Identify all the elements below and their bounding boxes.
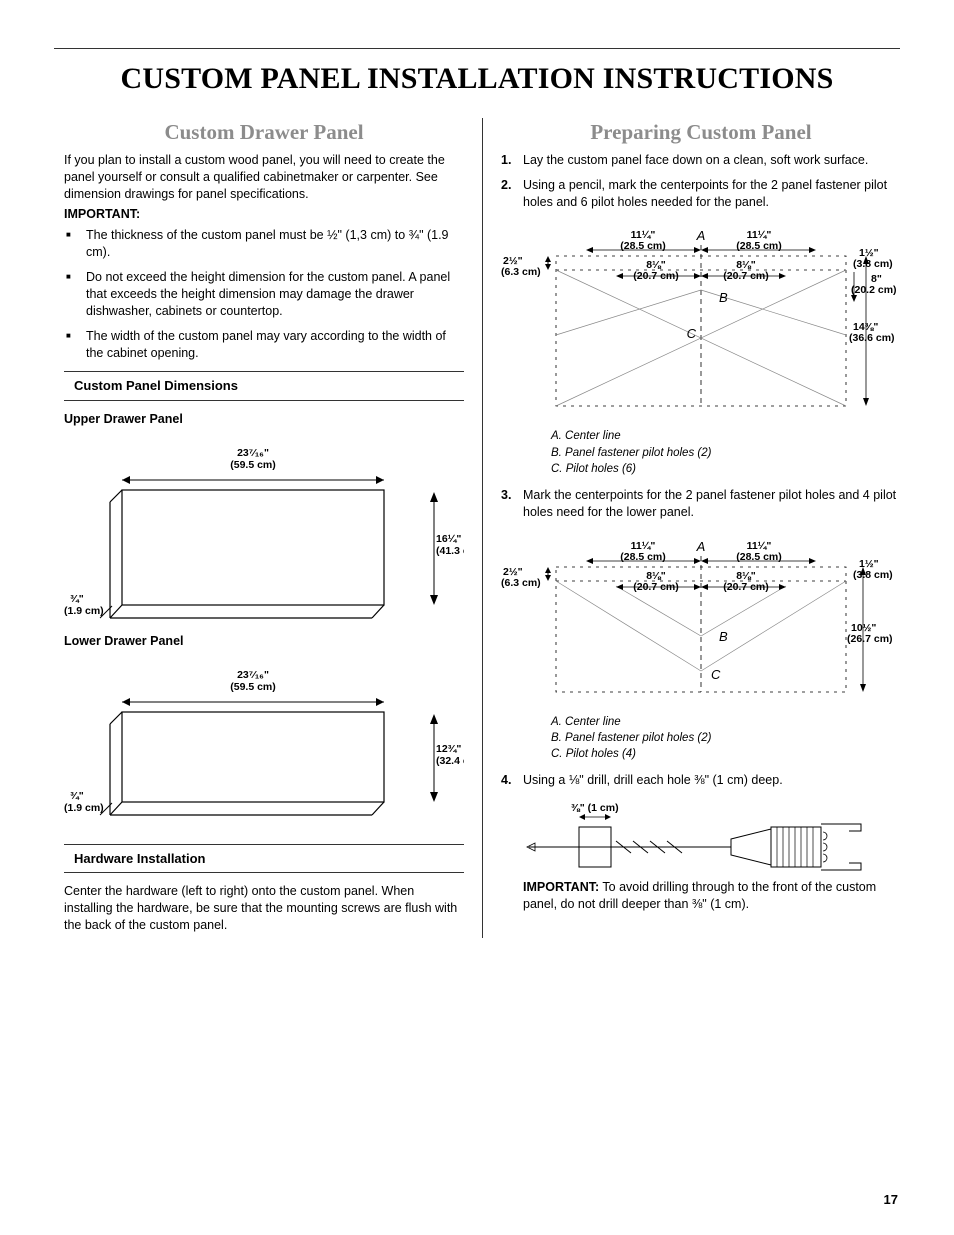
legend-line: A. Center line <box>551 714 901 730</box>
svg-text:⅜" (1 cm): ⅜" (1 cm) <box>571 802 619 814</box>
svg-text:B: B <box>719 629 728 644</box>
important-bullets: The thickness of the custom panel must b… <box>64 227 464 361</box>
svg-text:(28.5 cm): (28.5 cm) <box>736 240 782 252</box>
svg-text:(20.7 cm): (20.7 cm) <box>633 270 679 282</box>
svg-text:(6.3 cm): (6.3 cm) <box>501 577 541 589</box>
bullet-item: Do not exceed the height dimension for t… <box>82 269 464 320</box>
svg-text:¾": ¾" <box>70 593 84 605</box>
svg-text:(26.7 cm): (26.7 cm) <box>847 633 893 645</box>
lower-pilot-diagram: A B C 11¼" (28.5 cm) 11¼" (28.5 cm) 8⅛" … <box>501 531 901 706</box>
svg-text:23⁷⁄₁₆": 23⁷⁄₁₆" <box>237 669 269 681</box>
step-item: 2.Using a pencil, mark the centerpoints … <box>523 177 901 211</box>
lower-panel-label: Lower Drawer Panel <box>64 633 464 650</box>
bullet-item: The thickness of the custom panel must b… <box>82 227 464 261</box>
page-top-rule <box>54 48 900 49</box>
upper-drawer-diagram: 23⁷⁄₁₆" (59.5 cm) 16¼" (41.3 cm) ¾" (1.9… <box>64 432 464 627</box>
legend-lower: A. Center line B. Panel fastener pilot h… <box>551 714 901 762</box>
two-column-layout: Custom Drawer Panel If you plan to insta… <box>54 118 900 938</box>
svg-text:(3.8 cm): (3.8 cm) <box>853 569 893 581</box>
svg-text:A: A <box>696 228 706 243</box>
important-note: IMPORTANT: To avoid drilling through to … <box>523 879 901 913</box>
step-list-1: 1.Lay the custom panel face down on a cl… <box>501 152 901 211</box>
svg-text:(28.5 cm): (28.5 cm) <box>736 551 782 563</box>
svg-text:(28.5 cm): (28.5 cm) <box>620 240 666 252</box>
svg-text:(6.3 cm): (6.3 cm) <box>501 266 541 278</box>
step-item: 4.Using a ⅛" drill, drill each hole ⅜" (… <box>523 772 901 789</box>
right-column: Preparing Custom Panel 1.Lay the custom … <box>483 118 911 938</box>
svg-text:(20.7 cm): (20.7 cm) <box>723 270 769 282</box>
left-column: Custom Drawer Panel If you plan to insta… <box>54 118 483 938</box>
legend-line: C. Pilot holes (6) <box>551 461 901 477</box>
svg-text:(36.6 cm): (36.6 cm) <box>849 332 895 344</box>
step-item: 1.Lay the custom panel face down on a cl… <box>523 152 901 169</box>
svg-text:(59.5 cm): (59.5 cm) <box>230 459 276 471</box>
svg-text:(28.5 cm): (28.5 cm) <box>620 551 666 563</box>
step-list-3: 4.Using a ⅛" drill, drill each hole ⅜" (… <box>501 772 901 789</box>
step-item: 3.Mark the centerpoints for the 2 panel … <box>523 487 901 521</box>
lower-drawer-diagram: 23⁷⁄₁₆" (59.5 cm) 12¾" (32.4 cm) ¾" (1.9… <box>64 654 464 824</box>
legend-line: A. Center line <box>551 428 901 444</box>
svg-text:16¼": 16¼" <box>436 533 461 545</box>
svg-text:(41.3 cm): (41.3 cm) <box>436 545 464 557</box>
hardware-paragraph: Center the hardware (left to right) onto… <box>64 883 464 934</box>
svg-text:(20.7 cm): (20.7 cm) <box>723 581 769 593</box>
svg-text:¾": ¾" <box>70 790 84 802</box>
svg-text:(1.9 cm): (1.9 cm) <box>64 802 104 814</box>
page-number: 17 <box>884 1191 898 1209</box>
upper-pilot-diagram: A B C 11¼" (28.5 cm) 11¼" (28.5 cm) 8⅛" … <box>501 220 901 420</box>
upper-panel-label: Upper Drawer Panel <box>64 411 464 428</box>
svg-text:(32.4 cm): (32.4 cm) <box>436 755 464 767</box>
svg-text:(59.5 cm): (59.5 cm) <box>230 681 276 693</box>
drill-diagram: ⅜" (1 cm) <box>521 799 881 879</box>
main-title: CUSTOM PANEL INSTALLATION INSTRUCTIONS <box>54 59 900 100</box>
svg-text:(20.2 cm): (20.2 cm) <box>851 284 897 296</box>
legend-line: B. Panel fastener pilot holes (2) <box>551 445 901 461</box>
important-label: IMPORTANT: <box>64 206 464 223</box>
svg-text:(1.9 cm): (1.9 cm) <box>64 605 104 617</box>
step-list-2: 3.Mark the centerpoints for the 2 panel … <box>501 487 901 521</box>
legend-line: C. Pilot holes (4) <box>551 746 901 762</box>
svg-text:(20.7 cm): (20.7 cm) <box>633 581 679 593</box>
svg-text:C: C <box>711 667 721 682</box>
svg-text:C: C <box>687 326 697 341</box>
svg-text:23⁷⁄₁₆": 23⁷⁄₁₆" <box>237 447 269 459</box>
important-note-label: IMPORTANT: <box>523 880 599 894</box>
left-section-title: Custom Drawer Panel <box>64 118 464 146</box>
sub-heading-dimensions: Custom Panel Dimensions <box>64 371 464 401</box>
legend-upper: A. Center line B. Panel fastener pilot h… <box>551 428 901 476</box>
svg-text:(3.8 cm): (3.8 cm) <box>853 258 893 270</box>
svg-text:B: B <box>719 290 728 305</box>
sub-heading-hardware: Hardware Installation <box>64 844 464 874</box>
bullet-item: The width of the custom panel may vary a… <box>82 328 464 362</box>
right-section-title: Preparing Custom Panel <box>501 118 901 146</box>
legend-line: B. Panel fastener pilot holes (2) <box>551 730 901 746</box>
intro-paragraph: If you plan to install a custom wood pan… <box>64 152 464 203</box>
svg-text:A: A <box>696 539 706 554</box>
svg-text:12¾": 12¾" <box>436 743 461 755</box>
